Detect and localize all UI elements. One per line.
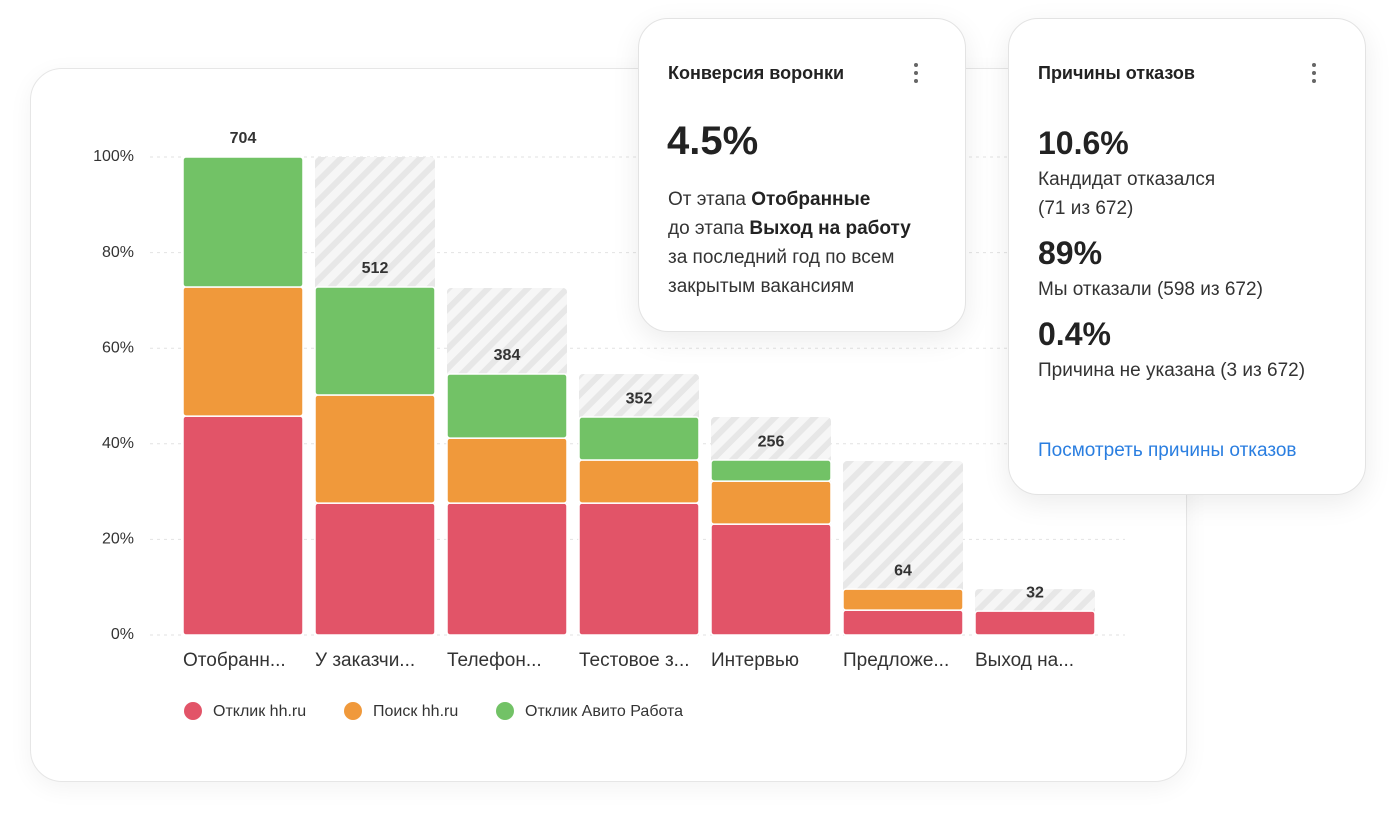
reason-value: 10.6%: [1038, 125, 1129, 161]
bar-segment: [578, 459, 700, 504]
y-tick-label: 20%: [102, 531, 134, 548]
reasons-list: 10.6% Кандидат отказался (71 из 672) 89% Мы …: [1038, 121, 1305, 385]
card-title: Причины отказов: [1038, 63, 1195, 83]
legend-label: Отклик hh.ru: [213, 703, 306, 720]
y-tick-label: 40%: [102, 435, 134, 452]
reasons-card: Причины отказов 10.6% Кандидат отказался (…: [1008, 18, 1366, 495]
y-tick-label: 60%: [102, 339, 134, 356]
x-tick-label: Интервью: [711, 650, 799, 671]
total-label: 352: [626, 390, 653, 407]
bar-segment: [182, 415, 304, 636]
bar-segment: [710, 480, 832, 525]
bar-segment: [710, 459, 832, 482]
legend-marker: [344, 702, 362, 720]
bar-segment: [578, 416, 700, 461]
text-part: От этапа: [668, 189, 752, 210]
total-label: 256: [758, 433, 785, 450]
reason-label: Причина не указана (3 из 672): [1038, 360, 1306, 381]
total-label: 32: [1026, 584, 1044, 601]
legend-marker: [496, 702, 514, 720]
bar-segment: [446, 437, 568, 504]
total-label: 64: [894, 562, 912, 579]
card-text: От этапа Отобранные до этапа Выход на раб…: [668, 185, 911, 301]
text-bold: Выход на работу: [749, 218, 911, 239]
menu-button[interactable]: [914, 63, 918, 87]
bar-segment: [974, 610, 1096, 636]
y-tick-label: 80%: [102, 244, 134, 261]
text-part: закрытым вакансиям: [668, 276, 855, 297]
card-value: 4.5%: [667, 119, 759, 163]
reason-label: Мы отказали (598 из 672): [1038, 279, 1263, 300]
card-title: Конверсия воронки: [668, 63, 845, 83]
bar-segment: [314, 502, 436, 636]
reason-value: 0.4%: [1038, 316, 1111, 352]
text-bold: Отобранные: [751, 189, 871, 210]
text-part: за последний год по всем: [668, 247, 895, 268]
x-tick-label: Отобранн...: [183, 650, 286, 671]
reason-detail: (71 из 672): [1038, 198, 1134, 219]
text-line: От этапа Отобранные: [668, 185, 911, 214]
total-label: 704: [230, 130, 257, 147]
total-label: 384: [494, 347, 521, 364]
menu-button[interactable]: [1312, 63, 1316, 87]
bar-segment: [710, 523, 832, 636]
bar-segment: [842, 609, 964, 636]
bar-segment: [314, 394, 436, 504]
y-tick-label: 0%: [111, 626, 134, 643]
legend-label: Отклик Авито Работа: [525, 703, 683, 720]
bar-segment: [578, 502, 700, 636]
x-tick-label: Телефон...: [447, 650, 542, 671]
text-line: закрытым вакансиям: [668, 272, 911, 301]
text-line: за последний год по всем: [668, 243, 911, 272]
reasons-link[interactable]: Посмотреть причины отказов: [1038, 440, 1297, 461]
y-tick-label: 100%: [93, 148, 134, 165]
x-tick-label: У заказчи...: [315, 650, 415, 671]
text-part: до этапа: [668, 218, 750, 239]
text-line: до этапа Выход на работу: [668, 214, 911, 243]
reason-label: Кандидат отказался: [1038, 169, 1216, 190]
legend-label: Поиск hh.ru: [373, 703, 458, 720]
bar-segment: [182, 286, 304, 417]
legend-marker: [184, 702, 202, 720]
reason-value: 89%: [1038, 235, 1103, 271]
conversion-card: Конверсия воронки 4.5% От этапа Отобранн…: [638, 18, 966, 332]
x-tick-label: Предложе...: [843, 650, 949, 671]
bar-segment: [314, 286, 436, 396]
bar-segment: [842, 588, 964, 611]
total-label: 512: [362, 260, 389, 277]
bar-segment: [446, 373, 568, 439]
x-tick-label: Тестовое з...: [579, 650, 690, 671]
bar-segment: [446, 502, 568, 636]
x-tick-label: Выход на...: [975, 650, 1074, 671]
bar-segment: [182, 156, 304, 288]
